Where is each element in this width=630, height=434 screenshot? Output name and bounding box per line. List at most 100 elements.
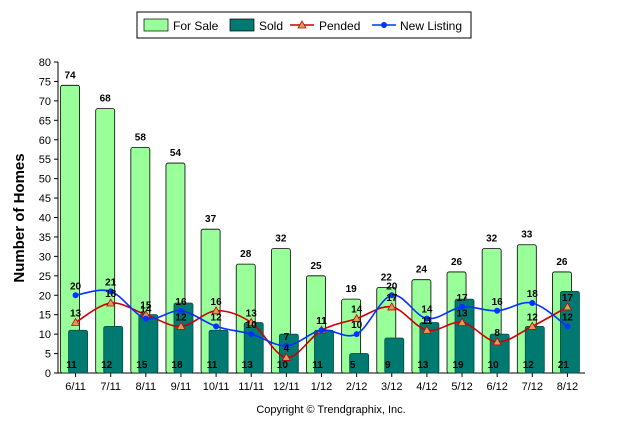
label-for-sale: 22	[381, 272, 393, 283]
x-tick-label: 6/12	[486, 381, 507, 393]
label-for-sale: 54	[170, 148, 182, 159]
marker-new-listing	[283, 342, 290, 349]
label-new-listing: 16	[492, 297, 504, 308]
x-tick-label: 10/11	[203, 381, 230, 393]
label-pended: 14	[351, 305, 363, 316]
label-sold: 9	[385, 360, 391, 371]
y-tick-label: 15	[39, 310, 51, 322]
label-pended: 15	[140, 301, 152, 312]
y-axis-label: Number of Homes	[11, 153, 28, 282]
y-tick-label: 50	[39, 174, 51, 186]
label-for-sale: 28	[240, 249, 252, 260]
x-tick-label: 7/11	[100, 381, 121, 393]
label-for-sale: 26	[451, 257, 463, 268]
marker-new-listing	[423, 315, 430, 322]
y-tick-label: 35	[39, 232, 51, 244]
x-tick-label: 8/11	[136, 381, 157, 393]
x-tick-label: 8/12	[557, 381, 578, 393]
y-tick-label: 5	[45, 349, 51, 361]
y-tick-label: 70	[39, 96, 51, 108]
x-tick-label: 2/12	[346, 381, 367, 393]
label-pended: 17	[562, 293, 574, 304]
label-new-listing: 16	[175, 297, 187, 308]
label-sold: 10	[488, 360, 500, 371]
marker-pended	[457, 317, 467, 326]
bar-sold	[384, 337, 405, 374]
y-tick-label: 60	[39, 135, 51, 147]
label-for-sale: 19	[346, 284, 358, 295]
x-tick-label: 5/12	[451, 381, 472, 393]
label-for-sale: 24	[416, 265, 428, 276]
legend-marker-new-listing	[381, 22, 387, 28]
legend: For Sale Sold Pended New Listing	[136, 11, 472, 39]
y-tick-label: 20	[39, 290, 51, 302]
label-new-listing: 14	[421, 305, 433, 316]
marker-new-listing	[529, 300, 536, 307]
label-new-listing: 11	[316, 316, 327, 327]
marker-new-listing	[142, 315, 149, 322]
y-tick-label: 40	[39, 213, 51, 225]
x-tick-label: 7/12	[522, 381, 543, 393]
label-pended: 13	[456, 308, 468, 319]
marker-pended	[211, 305, 221, 315]
label-pended: 11	[422, 316, 433, 327]
x-tick-label: 4/12	[416, 381, 437, 393]
marker-new-listing	[248, 331, 255, 338]
x-tick-label: 1/12	[311, 381, 332, 393]
y-tick-label: 30	[39, 251, 51, 263]
marker-new-listing	[213, 323, 220, 330]
label-for-sale: 25	[310, 261, 322, 272]
label-sold: 19	[452, 360, 464, 371]
y-tick-label: 75	[39, 76, 51, 88]
marker-new-listing	[564, 323, 571, 330]
marker-new-listing	[72, 292, 79, 299]
label-for-sale: 32	[486, 234, 498, 245]
marker-pended	[176, 321, 186, 330]
marker-pended	[351, 313, 362, 322]
label-sold: 13	[242, 360, 254, 371]
label-new-listing: 10	[351, 320, 363, 331]
label-sold: 5	[350, 360, 356, 371]
legend-swatch-for-sale	[143, 18, 169, 32]
legend-label-new-listing: New Listing	[400, 19, 462, 33]
bar-sold	[560, 290, 580, 374]
x-tick-label: 6/11	[65, 381, 86, 393]
marker-pended	[562, 302, 573, 311]
marker-pended	[422, 325, 432, 334]
x-tick-label: 11/11	[238, 381, 264, 393]
marker-pended	[492, 337, 502, 346]
y-tick-label: 25	[39, 271, 51, 283]
y-tick-label: 65	[39, 115, 51, 127]
label-for-sale: 58	[135, 133, 147, 144]
y-tick-label: 80	[39, 57, 51, 69]
label-for-sale: 74	[65, 70, 77, 81]
label-sold: 21	[558, 360, 570, 371]
marker-pended	[387, 302, 397, 311]
label-pended: 16	[211, 297, 223, 308]
marker-new-listing	[318, 327, 325, 334]
label-sold: 11	[207, 360, 218, 371]
legend-label-pended: Pended	[319, 19, 360, 33]
label-for-sale: 68	[100, 94, 112, 105]
y-tick-label: 55	[39, 154, 51, 166]
marker-pended	[106, 298, 116, 307]
label-pended: 13	[246, 308, 258, 319]
label-pended: 12	[175, 312, 187, 323]
label-for-sale: 26	[556, 257, 568, 268]
bar-sold	[103, 325, 124, 374]
marker-new-listing	[353, 331, 360, 338]
marker-new-listing	[107, 288, 114, 295]
marker-pended	[246, 317, 256, 326]
label-new-listing: 18	[527, 289, 539, 300]
bar-sold	[419, 322, 440, 374]
label-new-listing: 14	[140, 305, 152, 316]
x-tick-label: 12/11	[273, 381, 300, 393]
label-for-sale: 33	[521, 230, 533, 241]
y-tick-label: 10	[39, 329, 51, 341]
label-new-listing: 20	[70, 281, 82, 292]
label-pended: 12	[527, 312, 539, 323]
label-new-listing: 12	[211, 312, 223, 323]
label-sold: 11	[312, 360, 323, 371]
